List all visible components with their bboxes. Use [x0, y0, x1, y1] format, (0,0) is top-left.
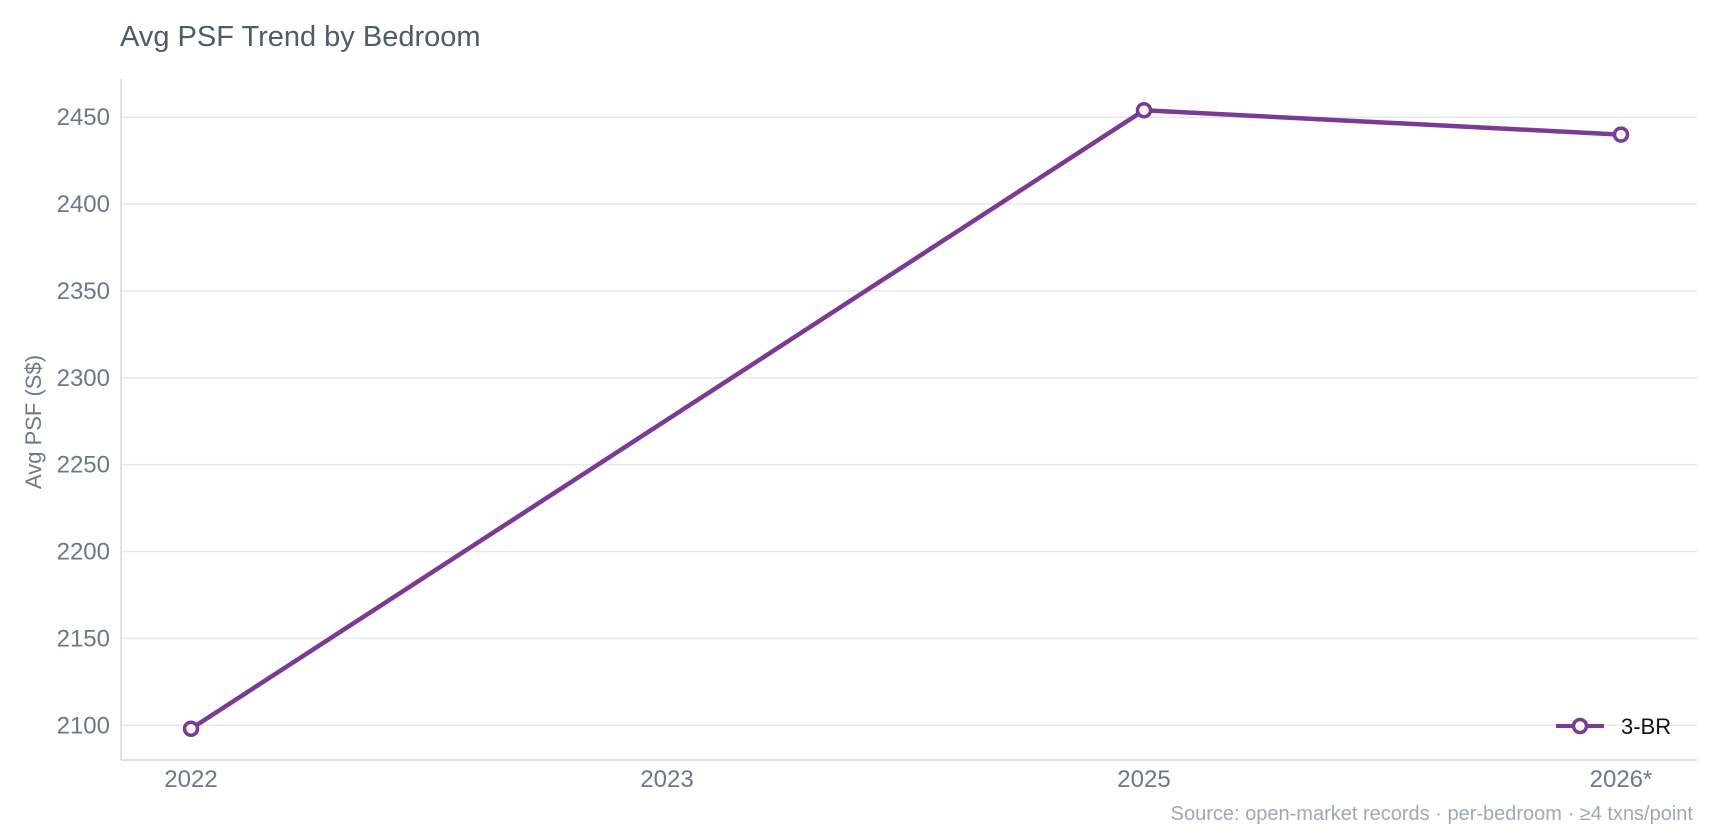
data-point[interactable]	[1135, 102, 1153, 119]
y-tick-label: 2250	[57, 452, 110, 479]
legend-marker-3br	[1571, 717, 1589, 735]
y-tick-label: 2350	[57, 278, 110, 305]
source-note: Source: open-market records · per-bedroo…	[1171, 803, 1694, 825]
y-tick-labels: 2100 2150 2200 2250 2300 2350 2400 2450	[57, 104, 110, 739]
data-point[interactable]	[1612, 126, 1630, 143]
series-line-0	[188, 108, 1624, 731]
y-tick-label: 2100	[57, 712, 110, 739]
data-point[interactable]	[182, 720, 200, 737]
x-tick-labels: 2022 2023 2025 2026*	[164, 766, 1652, 793]
x-tick-label: 2022	[164, 766, 217, 793]
gridlines	[121, 116, 1697, 727]
y-tick-label: 2150	[57, 625, 110, 652]
y-tick-label: 2200	[57, 539, 110, 566]
y-tick-label: 2300	[57, 365, 110, 392]
series-layer	[182, 102, 1630, 737]
y-tick-label: 2400	[57, 191, 110, 218]
x-tick-label: 2023	[640, 766, 693, 793]
x-tick-label: 2025	[1117, 766, 1170, 793]
legend-label-3br: 3-BR	[1621, 714, 1671, 739]
y-axis-label: Avg PSF (S$)	[21, 355, 46, 489]
y-tick-label: 2450	[57, 104, 110, 131]
legend[interactable]: 3-BR	[1556, 714, 1671, 739]
chart-title: Avg PSF Trend by Bedroom	[120, 21, 481, 53]
x-tick-label: 2026*	[1590, 766, 1653, 793]
